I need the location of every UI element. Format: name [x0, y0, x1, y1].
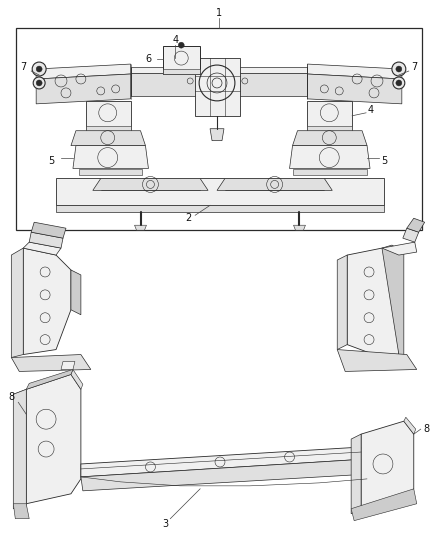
Polygon shape: [293, 225, 305, 230]
Text: 2: 2: [185, 213, 191, 223]
Polygon shape: [351, 434, 361, 514]
Polygon shape: [307, 64, 402, 79]
Polygon shape: [131, 73, 307, 96]
Polygon shape: [163, 46, 200, 74]
Polygon shape: [16, 28, 422, 230]
Polygon shape: [134, 225, 146, 230]
Polygon shape: [131, 67, 307, 73]
Polygon shape: [293, 131, 367, 146]
Polygon shape: [307, 74, 402, 104]
Polygon shape: [71, 270, 81, 315]
Polygon shape: [73, 146, 148, 168]
Circle shape: [36, 80, 42, 86]
Polygon shape: [23, 248, 71, 354]
Polygon shape: [290, 146, 370, 168]
Polygon shape: [56, 205, 384, 212]
Polygon shape: [361, 421, 414, 508]
Polygon shape: [13, 389, 26, 508]
Polygon shape: [382, 242, 417, 255]
Text: 7: 7: [412, 62, 418, 72]
Polygon shape: [79, 168, 142, 175]
Polygon shape: [210, 129, 224, 141]
Polygon shape: [93, 179, 208, 190]
Circle shape: [32, 62, 46, 76]
Polygon shape: [81, 459, 371, 491]
Polygon shape: [71, 131, 145, 146]
Polygon shape: [403, 228, 419, 242]
Text: 5: 5: [381, 156, 387, 166]
Polygon shape: [26, 375, 81, 504]
Polygon shape: [13, 389, 26, 508]
Polygon shape: [13, 504, 29, 519]
Text: 7: 7: [20, 62, 26, 72]
Text: 4: 4: [368, 105, 374, 115]
Text: 8: 8: [424, 424, 430, 434]
Polygon shape: [11, 354, 91, 372]
Polygon shape: [382, 245, 404, 358]
Polygon shape: [351, 489, 417, 521]
Polygon shape: [26, 369, 73, 389]
Text: 8: 8: [8, 392, 14, 402]
Polygon shape: [163, 69, 200, 74]
Circle shape: [393, 77, 405, 89]
Polygon shape: [337, 350, 417, 372]
Polygon shape: [23, 242, 61, 255]
Polygon shape: [61, 361, 75, 369]
Circle shape: [178, 42, 184, 48]
Polygon shape: [337, 255, 347, 350]
Polygon shape: [86, 126, 131, 131]
Polygon shape: [347, 248, 399, 358]
Text: 4: 4: [172, 35, 178, 45]
Polygon shape: [195, 58, 240, 116]
Polygon shape: [36, 74, 131, 104]
Circle shape: [392, 62, 406, 76]
Polygon shape: [29, 232, 63, 248]
Text: 1: 1: [216, 9, 222, 18]
Text: 6: 6: [145, 54, 152, 64]
Polygon shape: [407, 218, 425, 232]
Polygon shape: [71, 369, 83, 389]
Polygon shape: [36, 64, 131, 79]
Polygon shape: [404, 417, 416, 434]
Text: 3: 3: [162, 519, 168, 529]
Polygon shape: [11, 248, 23, 358]
Text: 5: 5: [48, 156, 54, 166]
Polygon shape: [31, 222, 66, 238]
Polygon shape: [307, 126, 352, 131]
Circle shape: [396, 66, 402, 72]
Polygon shape: [81, 447, 367, 477]
Circle shape: [396, 80, 402, 86]
Polygon shape: [293, 168, 367, 175]
Polygon shape: [86, 101, 131, 131]
Polygon shape: [56, 179, 384, 205]
Circle shape: [33, 77, 45, 89]
Polygon shape: [217, 179, 332, 190]
Circle shape: [36, 66, 42, 72]
Polygon shape: [307, 101, 352, 131]
